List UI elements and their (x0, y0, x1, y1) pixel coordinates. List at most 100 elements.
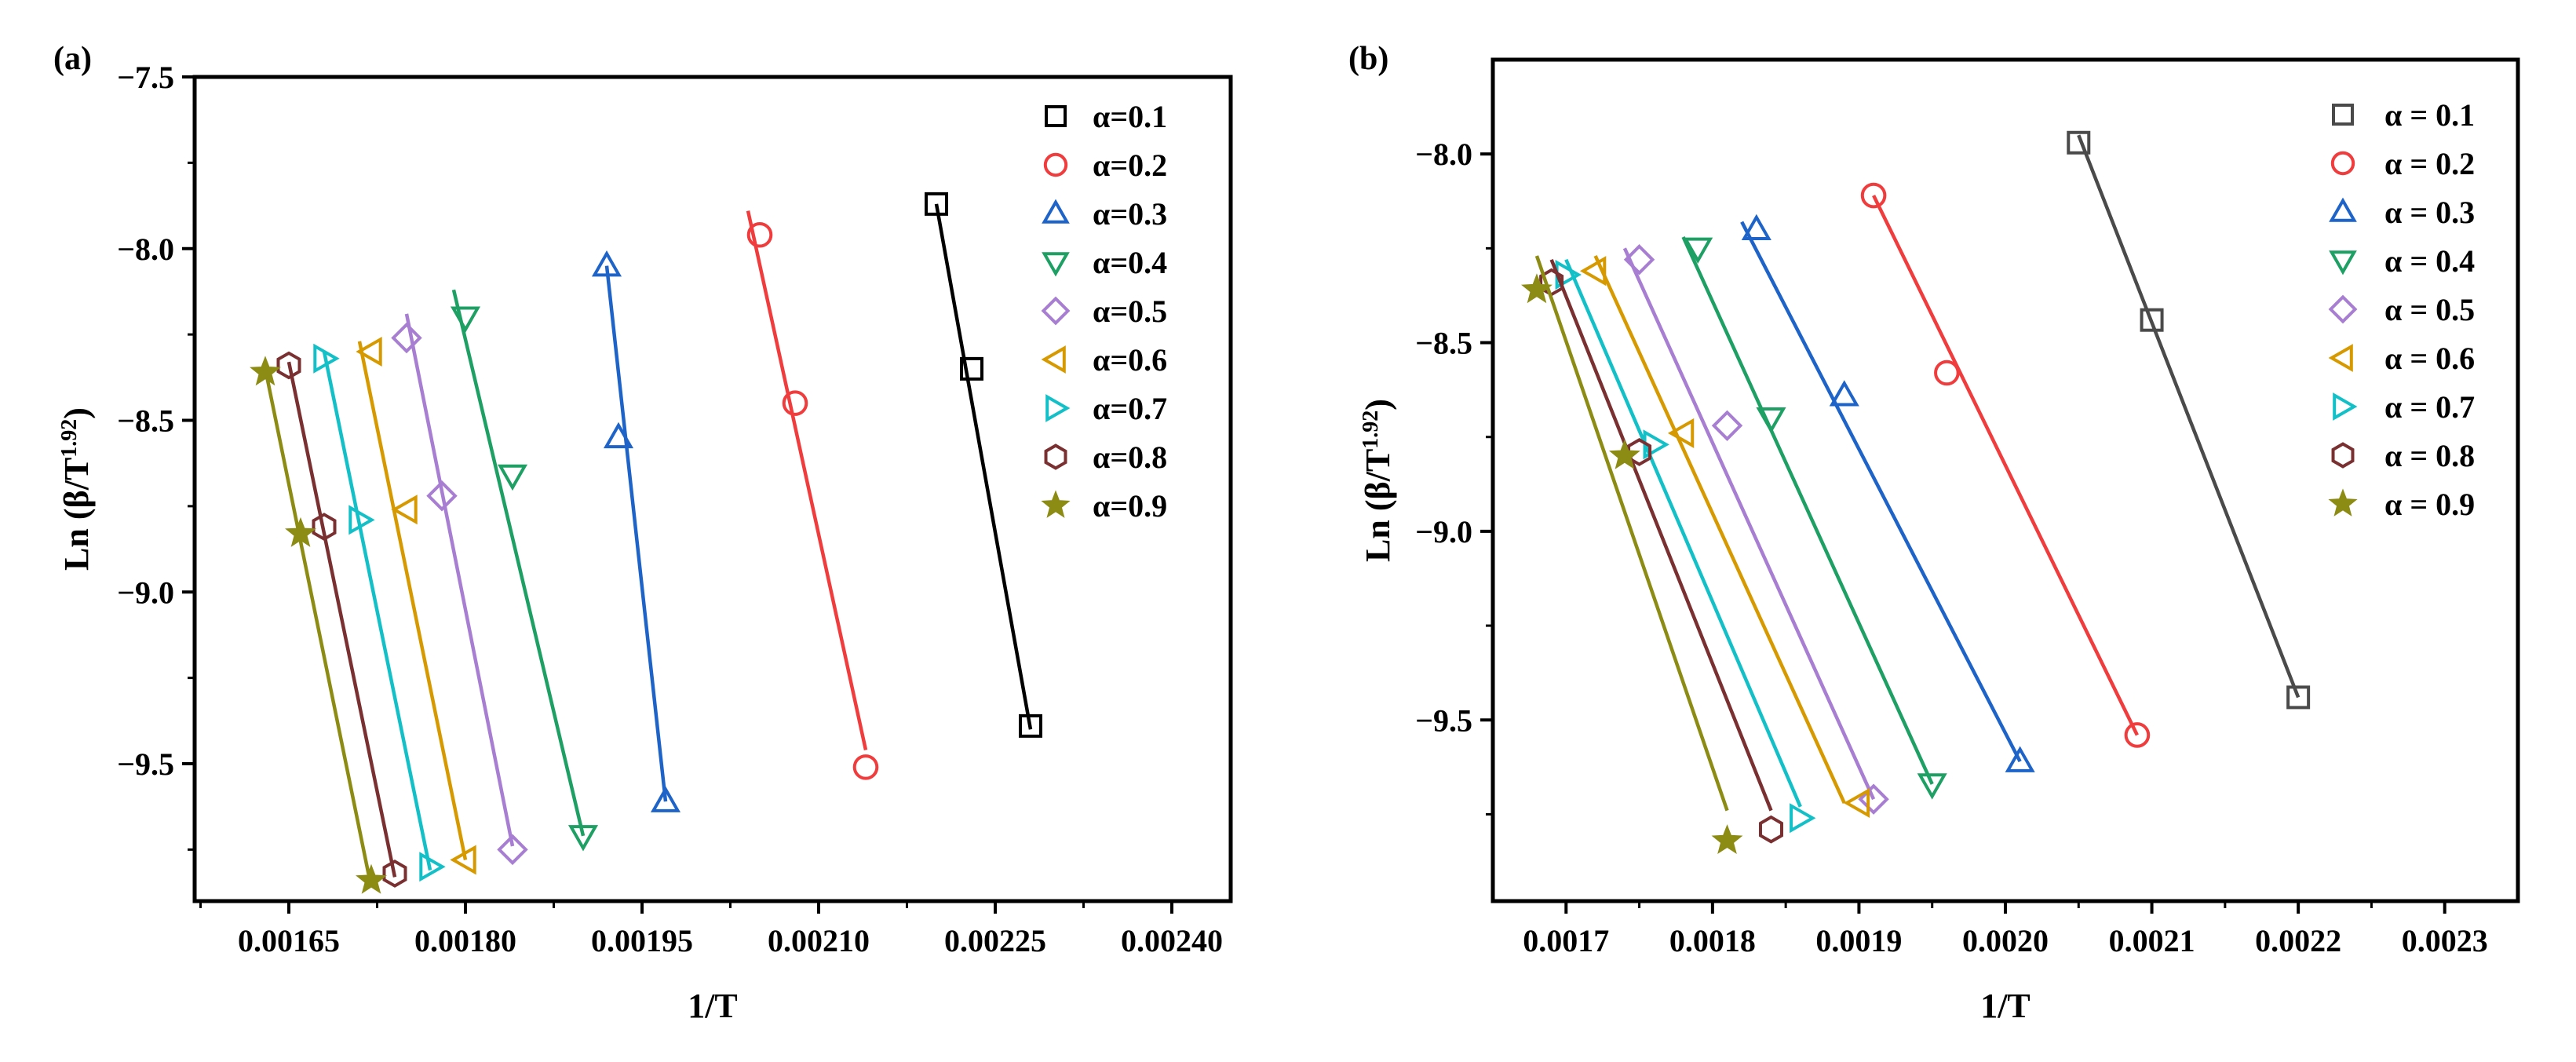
data-point (650, 786, 681, 812)
data-point (348, 505, 375, 535)
legend-label: α = 0.1 (2384, 97, 2475, 133)
data-point (285, 516, 316, 547)
data-point (2140, 308, 2164, 332)
data-point (1521, 273, 1553, 304)
fit-line (1549, 258, 1773, 812)
legend-label: α = 0.9 (2384, 487, 2475, 522)
legend-marker (2332, 104, 2354, 126)
legend-marker (2331, 442, 2355, 469)
series-1 (925, 192, 1042, 738)
data-point (312, 513, 337, 542)
x-tick-label: 0.00240 (1121, 923, 1223, 958)
y-tick-label: −8.0 (117, 232, 174, 267)
series-3 (1740, 213, 2035, 772)
legend-label: α=0.9 (1093, 488, 1167, 524)
x-tick-label: 0.0017 (1523, 923, 1609, 958)
y-axis-title-close: ) (57, 407, 96, 419)
x-tick-label: 0.00195 (591, 923, 693, 958)
series-2 (1860, 182, 2151, 748)
fit-line (322, 351, 432, 871)
legend-marker (2330, 151, 2355, 176)
legend-label: α = 0.8 (2384, 438, 2475, 473)
data-point (391, 322, 422, 354)
x-axis-title: 1/T (1980, 987, 2031, 1025)
series-1 (2067, 130, 2311, 710)
legend-marker (1045, 394, 1071, 422)
data-point (1683, 237, 1713, 264)
series-6 (356, 336, 476, 875)
y-tick-label: −8.5 (117, 403, 174, 439)
data-point (1711, 824, 1743, 855)
x-tick-label: 0.00165 (238, 923, 340, 958)
x-tick-label: 0.0023 (2402, 923, 2488, 958)
y-axis-title-close: ) (1359, 399, 1397, 411)
panel-label: (a) (53, 41, 92, 77)
legend-label: α=0.1 (1093, 99, 1167, 134)
data-point (1623, 244, 1655, 276)
fit-line (1534, 255, 1729, 812)
legend-label: α = 0.7 (2384, 389, 2475, 425)
legend-label: α = 0.5 (2384, 292, 2475, 327)
legend-marker (1043, 152, 1068, 177)
data-point (2124, 722, 2151, 748)
legend-label: α=0.6 (1093, 342, 1167, 378)
data-point (1843, 787, 1870, 819)
legend-marker (1041, 490, 1071, 518)
legend-label: α=0.4 (1093, 245, 1167, 280)
fit-line (1593, 255, 1846, 804)
data-point (276, 351, 301, 380)
y-axis-title-main: Ln (β/T (57, 458, 96, 571)
x-axis-title: 1/T (688, 987, 738, 1025)
series-5 (391, 313, 528, 866)
data-point (2067, 130, 2091, 155)
data-point (1860, 182, 1887, 209)
data-point (497, 834, 528, 866)
data-point (1756, 407, 1786, 434)
y-tick-label: −8.0 (1415, 137, 1472, 172)
data-point (1829, 380, 1859, 407)
data-point (1608, 439, 1640, 469)
legend-marker (2329, 250, 2357, 276)
legend-marker (1042, 252, 1070, 277)
legend-label: α=0.5 (1093, 294, 1167, 329)
legend-marker (2329, 197, 2357, 222)
data-point (426, 480, 458, 512)
series-7 (313, 343, 446, 882)
data-point (2005, 746, 2035, 772)
x-tick-label: 0.0022 (2255, 923, 2341, 958)
panel-label: (b) (1348, 41, 1388, 77)
legend-marker (2333, 392, 2358, 421)
plot-frame (1491, 57, 2520, 903)
data-point (925, 192, 948, 216)
series-6 (1579, 255, 1870, 819)
x-tick-label: 0.00225 (944, 923, 1046, 958)
data-point (1579, 256, 1607, 286)
fit-line (263, 368, 374, 888)
legend-label: α=0.7 (1093, 391, 1167, 426)
x-tick-label: 0.0020 (1962, 923, 2049, 958)
series-7 (1555, 258, 1816, 834)
data-point (567, 825, 599, 852)
y-tick-label: −8.5 (1415, 326, 1472, 361)
legend-label: α = 0.3 (2384, 195, 2475, 230)
y-tick-label: −9.5 (1415, 703, 1472, 738)
y-tick-label: −9.5 (117, 746, 174, 782)
fit-line (604, 265, 668, 802)
fit-line (1681, 236, 1934, 785)
y-axis-title: Ln (β/T1.92) (1359, 399, 1398, 562)
legend-label: α=0.3 (1093, 196, 1167, 232)
series-9 (1521, 255, 1743, 855)
data-point (250, 356, 281, 386)
fit-line (357, 341, 468, 860)
legend-marker (1041, 296, 1071, 326)
data-point (1917, 773, 1947, 800)
fit-line (1872, 195, 2139, 736)
data-point (1627, 438, 1652, 466)
data-point (356, 336, 382, 367)
data-point (391, 495, 418, 525)
panel-b: (b) 0.0017 0.0018 0.0019 0.0020 0.0021 0.0022 0… (1348, 41, 2520, 1025)
series-4 (1681, 236, 1947, 800)
data-point (1741, 213, 1771, 241)
data-point (960, 356, 983, 381)
